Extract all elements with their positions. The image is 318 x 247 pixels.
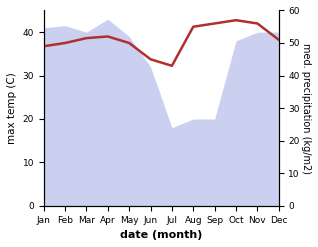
Y-axis label: max temp (C): max temp (C)	[7, 72, 17, 144]
X-axis label: date (month): date (month)	[120, 230, 203, 240]
Y-axis label: med. precipitation (kg/m2): med. precipitation (kg/m2)	[301, 43, 311, 174]
